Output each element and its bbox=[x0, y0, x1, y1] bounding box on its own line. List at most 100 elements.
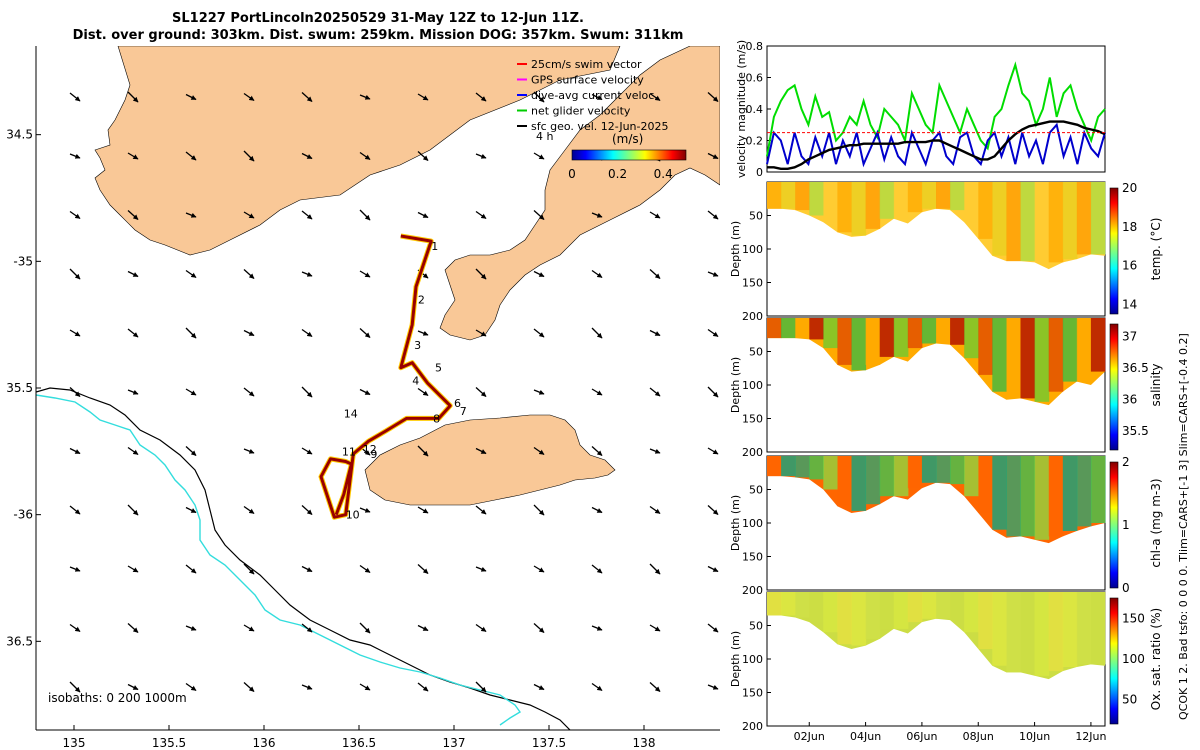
section-stripe bbox=[907, 182, 923, 213]
geo-velocity-arrow bbox=[127, 565, 139, 573]
geo-velocity-arrow bbox=[185, 327, 197, 339]
section-stripe bbox=[978, 592, 993, 649]
section-stripe bbox=[1048, 318, 1064, 392]
velocity-y-tick-label: 0.6 bbox=[746, 72, 764, 85]
geo-velocity-arrow bbox=[127, 446, 139, 456]
velocity-y-tick-label: 0.8 bbox=[746, 40, 764, 53]
section-stripe bbox=[1062, 456, 1078, 531]
section-panel-4: 50 100 150 200 Depth (m) 50 100 150 Ox. sat. rat… bbox=[729, 591, 1163, 743]
geo-velocity-arrow bbox=[649, 448, 661, 454]
geo-velocity-arrow bbox=[301, 386, 313, 398]
section-stripe bbox=[921, 182, 937, 209]
geo-velocity-arrow bbox=[533, 683, 545, 691]
geo-velocity-arrow bbox=[301, 210, 313, 220]
section-stripe bbox=[978, 182, 993, 239]
geo-velocity-arrow bbox=[69, 505, 81, 515]
section-stripe bbox=[1062, 592, 1078, 667]
geo-velocity-arrow bbox=[359, 683, 371, 691]
geo-velocity-arrow bbox=[359, 94, 371, 100]
section-stripe bbox=[1048, 592, 1064, 672]
section-stripe bbox=[795, 318, 810, 339]
geo-velocity-arrow bbox=[417, 564, 429, 574]
section-stripe bbox=[921, 318, 937, 344]
section-stripe bbox=[992, 182, 1007, 256]
section-colorbar-tick-label: 36.5 bbox=[1122, 361, 1149, 375]
geo-velocity-arrow bbox=[417, 445, 429, 457]
velocity-y-tick-label: 0 bbox=[756, 166, 763, 179]
geo-velocity-arrow bbox=[707, 386, 719, 398]
waypoint-label: 11 bbox=[342, 445, 356, 458]
geo-velocity-arrow bbox=[649, 682, 661, 692]
section-stripe bbox=[837, 182, 852, 233]
geo-velocity-arrow bbox=[591, 682, 603, 692]
geo-velocity-arrow bbox=[475, 387, 487, 397]
map-y-ticks: 34.5 -35 35.5 -36 36.5 bbox=[6, 128, 41, 648]
section-stripe bbox=[865, 592, 881, 639]
map-y-tick-label: 34.5 bbox=[6, 128, 33, 142]
section-stripe bbox=[781, 456, 796, 477]
geo-velocity-arrow bbox=[359, 564, 371, 574]
geo-velocity-arrow bbox=[127, 389, 139, 395]
geo-velocity-arrow bbox=[417, 506, 429, 514]
geo-velocity-arrow bbox=[417, 624, 429, 632]
geo-velocity-arrow bbox=[243, 624, 255, 632]
section-x-tick-label: 04Jun bbox=[850, 730, 881, 743]
map-y-tick-label: -36 bbox=[13, 508, 33, 522]
section-y-tick-label: 150 bbox=[742, 277, 763, 290]
isobaths-label: isobaths: 0 200 1000m bbox=[48, 691, 187, 705]
geo-velocity-arrow bbox=[475, 505, 487, 515]
section-colorbar-tick-label: 20 bbox=[1122, 181, 1137, 195]
geo-velocity-arrow bbox=[69, 681, 81, 693]
section-colorbar-tick-label: 150 bbox=[1122, 611, 1145, 625]
geo-velocity-arrow bbox=[359, 507, 371, 513]
section-stripe bbox=[1048, 182, 1064, 263]
section-stripe bbox=[964, 456, 979, 497]
section-colorbar-tick-label: 14 bbox=[1122, 297, 1137, 311]
geo-velocity-arrow bbox=[533, 210, 545, 220]
colorbar-tick-label: 0.4 bbox=[654, 167, 673, 181]
geo-velocity-arrow bbox=[533, 328, 545, 338]
geo-velocity-arrow bbox=[649, 505, 661, 515]
section-stripe bbox=[1020, 456, 1036, 537]
section-stripe bbox=[1090, 592, 1106, 665]
section-stripe bbox=[851, 456, 867, 511]
section-y-tick-label: 200 bbox=[742, 720, 763, 733]
section-stripe bbox=[893, 318, 909, 357]
section-stripe bbox=[781, 318, 796, 339]
legend-label: sfc geo. vel. 12-Jun-2025 bbox=[531, 120, 668, 133]
geo-velocity-arrow bbox=[127, 623, 139, 633]
map-x-tick-label: 135 bbox=[63, 736, 86, 750]
geo-velocity-arrow bbox=[185, 446, 197, 456]
map-x-ticks: 135 135.5 136 136.5 137 137.5 138 bbox=[63, 725, 655, 750]
geo-velocity-arrow bbox=[69, 623, 81, 633]
map-y-tick-label: -35 bbox=[13, 254, 33, 268]
legend-label: 25cm/s swim vector bbox=[531, 58, 642, 71]
geo-velocity-arrow bbox=[707, 271, 719, 277]
geo-velocity-arrow bbox=[301, 152, 313, 160]
geo-velocity-arrow bbox=[417, 93, 429, 101]
geo-velocity-arrow bbox=[185, 625, 197, 631]
geo-velocity-arrow bbox=[301, 684, 313, 690]
waypoint-label: 8 bbox=[433, 412, 440, 425]
section-stripe bbox=[809, 592, 824, 623]
glider-track-inner bbox=[319, 234, 452, 519]
section-stripe bbox=[1076, 592, 1092, 665]
map-x-tick-label: 136.5 bbox=[342, 736, 376, 750]
section-y-tick-label: 200 bbox=[742, 446, 763, 459]
title-line-2: Dist. over ground: 303km. Dist. swum: 25… bbox=[73, 28, 684, 43]
section-stripe bbox=[950, 182, 965, 211]
geo-velocity-arrow bbox=[533, 152, 545, 160]
section-ylabel: Depth (m) bbox=[729, 495, 742, 551]
geo-velocity-arrow bbox=[533, 623, 545, 633]
geo-velocity-arrow bbox=[127, 210, 139, 220]
section-panel-1: 50 100 150 200 Depth (m) 14 16 18 20 temp. (°C) bbox=[729, 181, 1163, 323]
geo-velocity-arrow bbox=[185, 388, 197, 396]
geo-velocity-arrow bbox=[475, 681, 487, 693]
geo-velocity-arrow bbox=[185, 564, 197, 574]
geo-velocity-arrow bbox=[475, 447, 487, 455]
section-stripe bbox=[907, 456, 923, 489]
geo-velocity-arrow bbox=[707, 210, 719, 220]
velocity-panel: velocity magnitude (m/s) 0 0.2 0.4 0.6 0.8 bbox=[735, 40, 1106, 179]
geo-velocity-arrow bbox=[475, 329, 487, 337]
